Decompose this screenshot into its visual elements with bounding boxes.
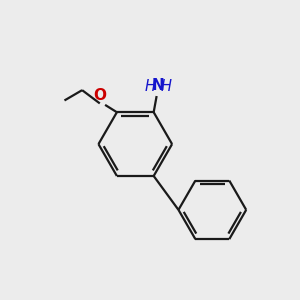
Text: N: N <box>152 77 164 92</box>
Text: H: H <box>160 79 172 94</box>
Text: O: O <box>93 88 106 104</box>
Text: H: H <box>145 79 156 94</box>
